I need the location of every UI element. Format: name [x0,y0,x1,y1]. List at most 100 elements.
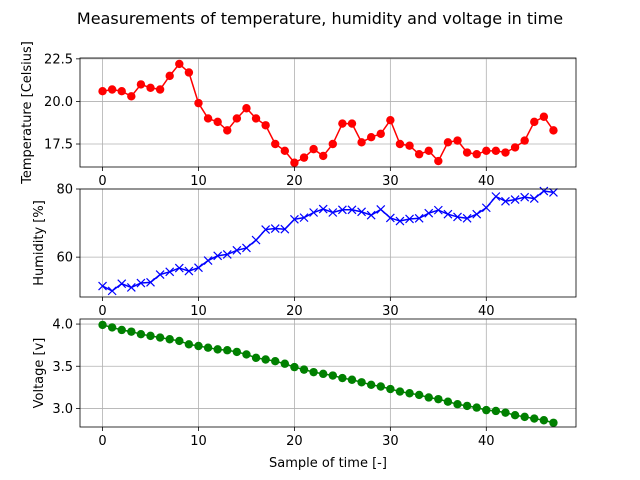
temperature-data-point [309,144,318,154]
voltage-panel: 0 10 20 30 40 3.0 3.5 4.0 Voltage [v] [32,318,577,449]
temperature-data-point [117,87,126,96]
temperature-data-point [242,104,251,113]
voltage-data-point [290,362,299,372]
x-axis-label: Sample of time [-] [269,456,387,471]
humidity-xtick-label: 40 [478,304,495,319]
temperature-axes-frame [79,57,577,168]
humidity-data-point [309,208,319,217]
humidity-xtick-label: 30 [382,304,399,319]
humidity-y-axis-label: Humidity [%] [32,200,47,286]
temperature-data-point [261,121,270,130]
humidity-axes-frame [79,188,577,298]
humidity-data-point [155,270,165,279]
voltage-xtick-label: 40 [478,434,495,449]
humidity-data-point [337,205,347,215]
voltage-data-point [280,359,290,368]
humidity-data-point [203,256,213,265]
voltage-data-point [271,356,280,366]
humidity-data-point [232,245,242,255]
voltage-xtick-label: 10 [190,434,207,449]
voltage-data-point [299,365,309,374]
temperature-data-point [328,139,337,149]
humidity-series-line [102,190,554,292]
humidity-data-point [251,235,261,245]
figure-title: Measurements of temperature, humidity an… [77,9,563,28]
temperature-data-point [453,136,462,145]
temperature-data-point [395,139,405,149]
voltage-data-point [184,340,194,349]
temperature-xtick-label: 30 [382,174,399,189]
voltage-xtick-label: 20 [286,434,303,449]
humidity-data-point [194,263,203,273]
temperature-xtick-label: 0 [98,174,106,189]
temperature-data-point [127,92,136,101]
humidity-data-point [289,214,299,224]
voltage-data-point [453,400,462,409]
voltage-data-point [510,410,520,420]
voltage-data-point [491,406,501,416]
temperature-data-point [414,150,424,159]
voltage-data-point [213,345,222,354]
temperature-data-point [366,132,376,142]
voltage-data-point [328,371,337,380]
voltage-data-point [366,380,376,390]
temperature-data-point [232,114,242,123]
voltage-data-point [414,390,424,400]
temperature-data-point [510,143,520,152]
voltage-data-point [175,336,184,346]
voltage-data-point [424,393,433,402]
humidity-data-point [481,203,491,213]
humidity-data-point [529,194,539,203]
humidity-data-point [318,204,328,214]
temperature-data-point [424,146,433,156]
humidity-data-point [539,186,549,196]
humidity-data-point [184,266,194,276]
humidity-data-point [453,212,462,222]
humidity-data-point [510,195,520,204]
humidity-panel: 0 10 20 30 40 60 80 Humidity [%] [32,183,577,319]
voltage-ytick-label: 3.0 [52,402,73,417]
temperature-data-point [434,156,443,166]
voltage-data-point [347,375,357,384]
temperature-data-point [271,139,280,149]
temperature-data-point [357,138,366,147]
humidity-ytick-label: 80 [56,183,73,198]
voltage-ytick-label: 4.0 [52,318,73,333]
humidity-data-point [366,210,376,220]
temperature-y-axis-label: Temperature [Celsius] [20,41,35,185]
temperature-xtick-label: 20 [286,174,303,189]
voltage-data-point [117,325,126,335]
temperature-data-point [290,158,299,167]
humidity-data-point [270,224,280,233]
voltage-data-point [146,331,155,341]
voltage-data-point [501,408,510,417]
temperature-data-point [472,150,481,159]
voltage-data-point [98,320,107,330]
humidity-data-point [520,192,530,202]
humidity-data-point [501,196,510,206]
humidity-data-point [443,209,453,219]
humidity-data-point [462,213,472,223]
humidity-data-point [261,225,271,234]
temperature-xtick-label: 10 [190,174,207,189]
humidity-xtick-label: 0 [98,304,106,319]
temperature-data-point [319,151,328,161]
voltage-data-point [261,355,270,364]
temperature-data-point [213,117,222,127]
temperature-data-point [184,68,194,77]
voltage-data-point [319,369,328,379]
humidity-data-point [165,267,175,277]
temperature-data-point [491,146,501,156]
voltage-data-point [443,397,453,406]
temperature-data-point [462,148,472,157]
temperature-data-point [98,87,107,96]
humidity-data-point [376,205,386,214]
voltage-data-point [232,347,242,357]
voltage-data-point [539,416,549,425]
humidity-data-point [280,224,290,234]
humidity-data-point [328,208,338,217]
temperature-ytick-label: 20.0 [44,95,73,110]
voltage-y-axis-label: Voltage [v] [32,338,47,409]
voltage-data-point [405,389,414,398]
